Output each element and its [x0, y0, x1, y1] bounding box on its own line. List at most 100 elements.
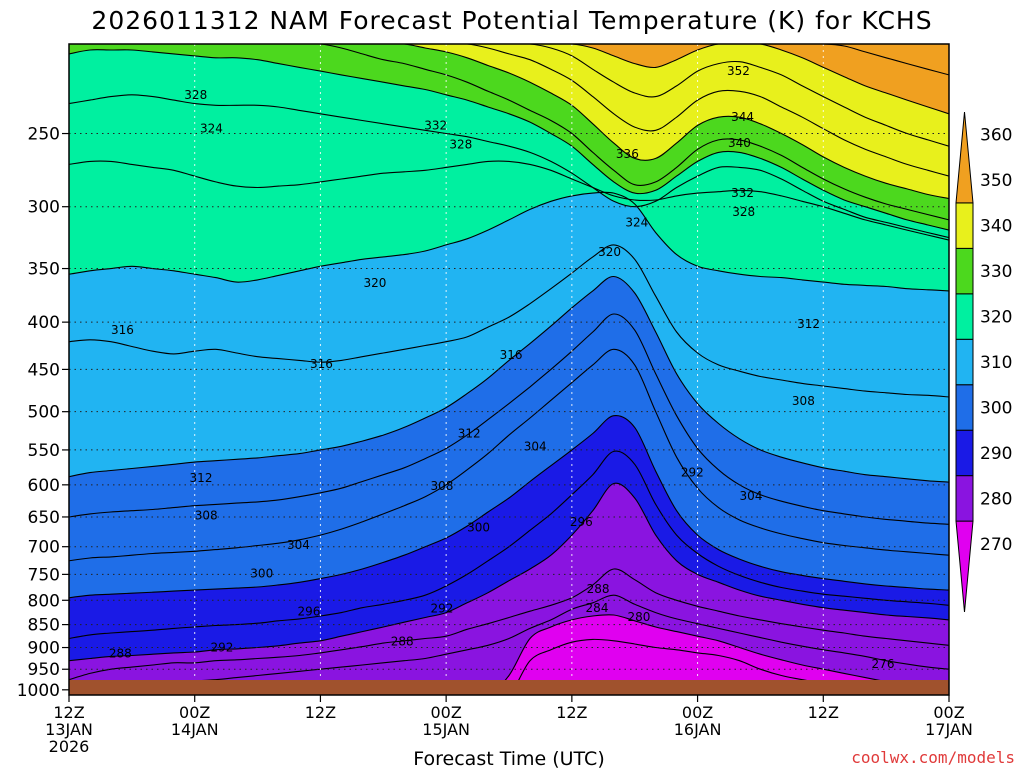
x-tick-label-72-1: 12Z	[808, 703, 839, 722]
contour-label-292: 292	[430, 602, 453, 616]
y-tick-label-700: 700	[28, 538, 60, 558]
contour-label-340: 340	[728, 136, 751, 150]
x-tick-label-60-1: 00Z	[682, 703, 713, 722]
y-tick-label-850: 850	[28, 616, 60, 636]
colorbar: 270 280 290 300 310 320 330 340 350 360	[955, 111, 1012, 613]
colorbar-band-280	[955, 475, 974, 522]
x-tick-label-48-1: 12Z	[556, 703, 587, 722]
y-tick-label-350: 350	[28, 260, 60, 280]
credit-text: coolwx.com/models	[851, 748, 1015, 767]
colorbar-tick-290: 290	[980, 444, 1012, 464]
contour-label-308: 308	[430, 479, 453, 493]
isentrope-308	[69, 313, 949, 525]
isentrope-288	[69, 568, 949, 681]
colorbar-band-310	[955, 338, 974, 386]
y-tick-label-550: 550	[28, 441, 60, 461]
x-tick-label-36-2: 15JAN	[422, 720, 470, 739]
filled-isentrope-bands	[69, 44, 949, 695]
contour-label-292: 292	[210, 641, 233, 655]
band-above-344	[69, 44, 949, 177]
isentrope-320	[69, 191, 949, 292]
y-tick-label-650: 650	[28, 508, 60, 528]
contour-label-308: 308	[195, 509, 218, 523]
colorbar-tick-330: 330	[980, 262, 1012, 282]
ground-strip	[69, 680, 949, 695]
x-tick-label-36-1: 00Z	[430, 703, 461, 722]
isentrope-304	[69, 348, 949, 562]
contour-label-304: 304	[740, 489, 763, 503]
x-tick-label-84-1: 00Z	[933, 703, 964, 722]
colorbar-band-320	[955, 293, 974, 340]
contour-label-328: 328	[732, 205, 755, 219]
isentrope-contour-lines	[69, 44, 949, 695]
contour-label-328: 328	[449, 138, 472, 152]
chart-title: 2026011312 NAM Forecast Potential Temper…	[91, 6, 932, 35]
isentrope-352	[69, 44, 949, 115]
y-tick-label-950: 950	[28, 660, 60, 680]
contour-label-280: 280	[627, 610, 650, 624]
x-tick-label-12-2: 14JAN	[171, 720, 219, 739]
contour-label-300: 300	[250, 566, 273, 580]
isentrope-336	[69, 44, 949, 221]
isentrope-324	[69, 160, 949, 241]
contour-label-312: 312	[190, 471, 213, 485]
colorbar-tick-300: 300	[980, 398, 1012, 418]
x-tick-label-84-2: 17JAN	[925, 720, 973, 739]
contour-label-276: 276	[872, 657, 895, 671]
contour-label-296: 296	[297, 605, 320, 619]
isentrope-284	[69, 594, 949, 695]
contour-label-320: 320	[363, 276, 386, 290]
contour-label-288: 288	[587, 582, 610, 596]
colorbar-tick-280: 280	[980, 489, 1012, 509]
y-tick-label-1000: 1000	[17, 681, 60, 701]
colorbar-tick-350: 350	[980, 171, 1012, 191]
colorbar-tick-320: 320	[980, 308, 1012, 328]
colorbar-band-290	[955, 429, 974, 477]
contour-label-304: 304	[524, 439, 547, 453]
isentrope-300	[69, 414, 949, 599]
colorbar-band-340	[955, 202, 974, 249]
contour-label-324: 324	[200, 122, 223, 136]
y-tick-label-750: 750	[28, 565, 60, 585]
isentrope-344	[69, 44, 949, 177]
isentrope-348	[69, 44, 949, 147]
contour-label-344: 344	[731, 110, 754, 124]
colorbar-tick-360: 360	[980, 126, 1012, 146]
colorbar-tick-340: 340	[980, 217, 1012, 237]
isentrope-312	[69, 275, 949, 483]
isentrope-292	[69, 482, 949, 662]
contour-label-284: 284	[586, 601, 609, 615]
band-above-356	[69, 44, 949, 75]
y-tick-label-400: 400	[28, 313, 60, 333]
contour-label-352: 352	[727, 64, 750, 78]
contour-label-304: 304	[287, 538, 310, 552]
x-tick-label-12-1: 00Z	[179, 703, 210, 722]
x-tick-label-0-3: 2026	[49, 737, 90, 756]
contour-label-296: 296	[570, 515, 593, 529]
contour-label-292: 292	[681, 466, 704, 480]
contour-label-308: 308	[792, 394, 815, 408]
isentrope-340	[69, 44, 949, 200]
y-tick-label-900: 900	[28, 639, 60, 659]
y-tick-label-800: 800	[28, 591, 60, 611]
contour-label-288: 288	[391, 635, 414, 649]
contour-label-316: 316	[111, 323, 134, 337]
contour-label-312: 312	[797, 317, 820, 331]
x-tick-label-0-2: 13JAN	[45, 720, 93, 739]
colorbar-band-330	[955, 247, 974, 295]
contour-label-328: 328	[184, 88, 207, 102]
contour-label-316: 316	[500, 348, 523, 362]
y-tick-label-600: 600	[28, 476, 60, 496]
isentrope-316	[69, 244, 949, 398]
contour-label-332: 332	[424, 118, 447, 132]
contour-label-320: 320	[598, 245, 621, 259]
isentrope-276	[69, 638, 949, 695]
contour-label-300: 300	[467, 520, 490, 534]
isentrope-280	[69, 614, 949, 695]
x-tick-label-0-1: 12Z	[53, 703, 84, 722]
x-axis-label: Forecast Time (UTC)	[413, 748, 604, 768]
